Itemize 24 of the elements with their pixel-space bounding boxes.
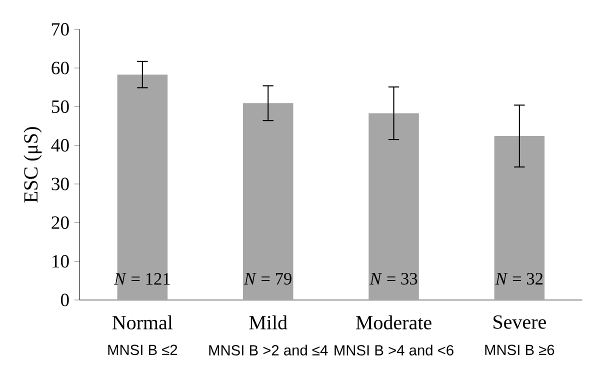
y-tick-label: 0	[60, 294, 69, 306]
y-tick-label: 40	[51, 139, 69, 152]
text: MNSI B ≥6	[485, 344, 554, 356]
y-tick-label: 20	[52, 216, 69, 229]
annotation: N = 32	[495, 272, 543, 285]
x-tick-label: Mild	[249, 315, 288, 330]
y-tick-label: 30	[52, 178, 69, 190]
text: MNSI B ≤2	[108, 344, 178, 356]
y-tick-label: 60	[52, 62, 69, 74]
annotation: N = 79	[244, 272, 292, 285]
bar	[494, 136, 545, 300]
bar	[368, 113, 419, 300]
annotation: N = 33	[370, 272, 418, 285]
x-tick-label: Moderate	[356, 315, 432, 330]
y-axis-title: ESC (μS)	[24, 127, 42, 202]
y-tick-label: 50	[52, 100, 69, 113]
x-tick-label: Severe	[494, 315, 546, 329]
x-tick-label: Normal	[112, 315, 173, 330]
y-tick-label: 10	[52, 255, 69, 268]
text: MNSI B >2 and ≤4	[209, 344, 328, 356]
text: MNSI B >4 and <6	[334, 344, 454, 356]
y-tick-label: 70	[52, 23, 69, 36]
bar	[242, 103, 294, 300]
annotation: N = 121	[114, 273, 170, 285]
